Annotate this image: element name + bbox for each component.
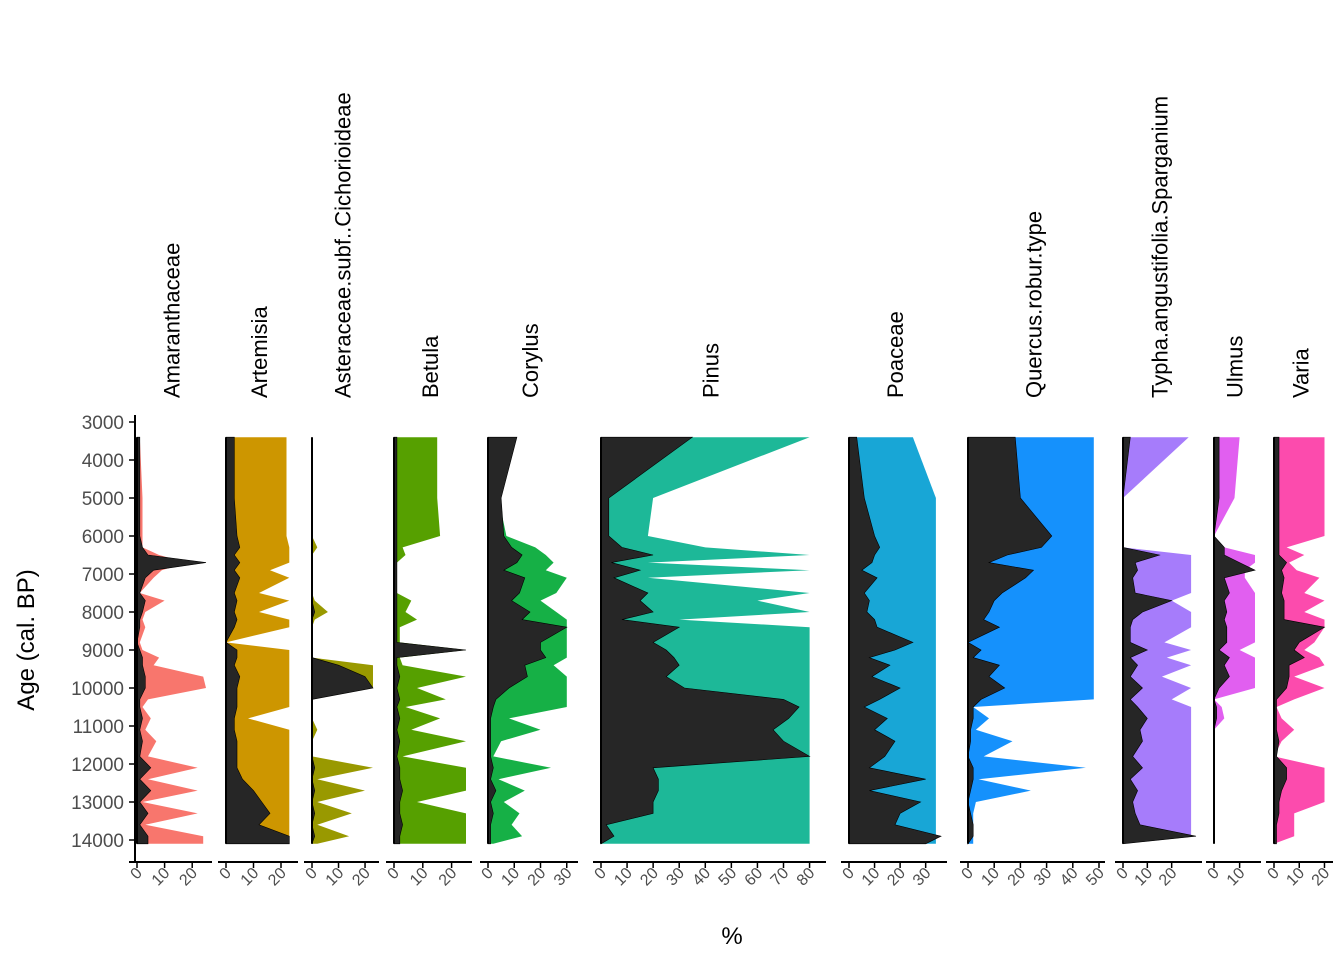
taxon-label: Corylus — [518, 323, 543, 398]
x-tick-label: 20 — [1309, 865, 1334, 890]
x-tick-label: 20 — [525, 865, 550, 890]
x-tick-label: 20 — [436, 865, 461, 890]
taxon-label: Quercus.robur.type — [1022, 211, 1047, 398]
taxon-label: Varia — [1289, 348, 1314, 398]
x-tick-label: 60 — [742, 865, 767, 890]
x-tick-label: 70 — [768, 865, 793, 890]
y-tick-label: 4000 — [82, 451, 124, 472]
pollen-curve-overlay — [967, 436, 1053, 845]
y-ticks: 3000 4000 5000 6000 7000 8000 9000 10000 11000 12… — [71, 413, 135, 852]
pollen-curve-main — [137, 437, 206, 844]
x-tick-label: 10 — [1283, 865, 1308, 890]
pollen-curve-overlay — [1122, 436, 1197, 845]
y-tick-label: 7000 — [82, 565, 124, 586]
x-tick-label: 30 — [1031, 865, 1056, 890]
x-tick-label: 20 — [637, 865, 662, 890]
taxon-label: Asteraceae.subf..Cichorioideae — [331, 92, 356, 398]
pollen-curve-main — [1214, 437, 1255, 844]
y-tick-label: 12000 — [71, 755, 124, 776]
y-axis: 3000 4000 5000 6000 7000 8000 9000 10000 11000 12… — [13, 413, 136, 862]
y-tick-label: 3000 — [82, 413, 124, 434]
pollen-curve-main — [312, 437, 373, 844]
x-tick-label: 40 — [1057, 865, 1082, 890]
x-tick-label: 10 — [238, 865, 263, 890]
x-tick-label: 20 — [884, 865, 909, 890]
y-tick-label: 9000 — [82, 641, 124, 662]
y-tick-label: 8000 — [82, 603, 124, 624]
taxon-label: Pinus — [699, 343, 724, 398]
x-tick-label: 50 — [1083, 865, 1108, 890]
pollen-curve-overlay — [600, 436, 811, 845]
pollen-curve-overlay — [487, 436, 568, 845]
x-tick-label: 10 — [498, 865, 523, 890]
taxon-label: Poaceae — [883, 311, 908, 398]
x-tick-label: 10 — [1224, 865, 1249, 890]
pollen-curve-overlay — [1273, 436, 1326, 845]
x-tick-label: 30 — [663, 865, 688, 890]
pollen-curve-overlay — [225, 436, 290, 845]
x-tick-label: 20 — [349, 865, 374, 890]
taxon-label: Ulmus — [1223, 336, 1248, 398]
y-tick-label: 10000 — [71, 679, 124, 700]
y-tick-label: 14000 — [71, 831, 124, 852]
pollen-curve-overlay — [136, 436, 207, 845]
x-tick-label: 10 — [149, 865, 174, 890]
pollen-curve-main — [226, 437, 290, 844]
x-tick-label: 20 — [1005, 865, 1030, 890]
x-tick-label: 30 — [910, 865, 935, 890]
x-tick-label: 30 — [551, 865, 576, 890]
x-tick-label: 20 — [176, 865, 201, 890]
taxon-label: Amaranthaceae — [160, 243, 185, 398]
pollen-curve-overlay — [393, 436, 467, 845]
x-tick-label: 50 — [716, 865, 741, 890]
x-tick-label: 20 — [1156, 865, 1181, 890]
y-tick-label: 13000 — [71, 793, 124, 814]
pollen-curve-overlay — [848, 436, 942, 845]
x-tick-label: 10 — [611, 865, 636, 890]
taxon-label: Typha.angustifolia.Sparganium — [1148, 96, 1173, 398]
x-tick-label: 10 — [1132, 865, 1157, 890]
pollen-curve-main — [394, 437, 466, 844]
x-tick-label: 10 — [859, 865, 884, 890]
taxon-label: Artemisia — [247, 306, 272, 398]
y-axis-title: Age (cal. BP) — [13, 569, 40, 710]
x-tick-label: 20 — [265, 865, 290, 890]
y-tick-label: 5000 — [82, 489, 124, 510]
x-axis-title: % — [721, 923, 742, 950]
y-tick-label: 11000 — [73, 717, 124, 738]
taxon-label: Betula — [418, 335, 443, 398]
y-tick-label: 6000 — [82, 527, 124, 548]
pollen-curve-main — [1123, 437, 1192, 844]
x-tick-label: 80 — [794, 865, 819, 890]
x-tick-label: 40 — [690, 865, 715, 890]
x-tick-label: 10 — [978, 865, 1003, 890]
x-tick-label: 10 — [407, 865, 432, 890]
x-tick-label: 10 — [323, 865, 348, 890]
